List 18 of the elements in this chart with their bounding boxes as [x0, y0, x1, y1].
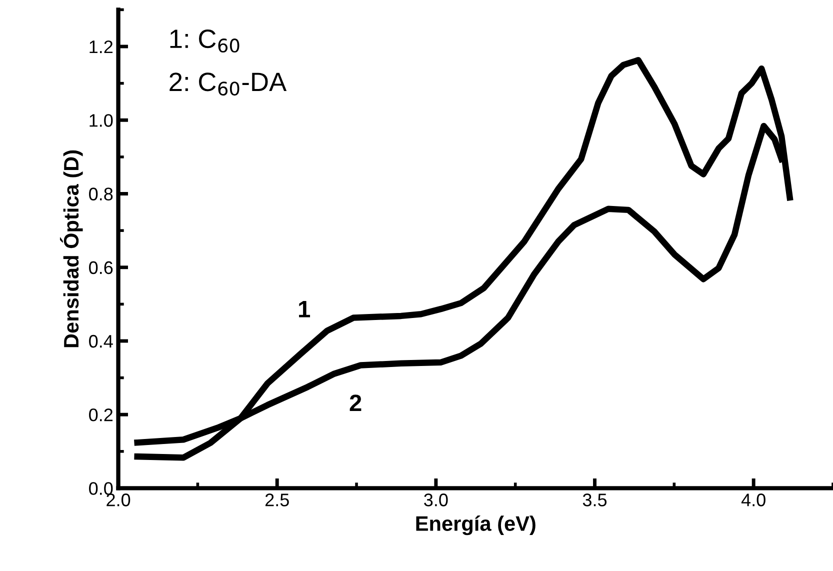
annotation: 2 — [350, 394, 362, 412]
y-tick-label: 0.4 — [89, 334, 113, 348]
annotation: 1: C$_{60}$ — [170, 30, 240, 53]
x-tick-label: 3.0 — [424, 494, 448, 506]
x-tick-label: 2.5 — [265, 494, 289, 506]
y-tick-label: 0.2 — [89, 408, 113, 422]
y-tick-label: 1.0 — [90, 114, 113, 127]
y-tick-label: 0.8 — [89, 188, 113, 200]
x-tick-label: 2.0 — [106, 494, 130, 506]
x-tick-label: 4.0 — [741, 494, 766, 506]
y-tick-label: 0.0 — [89, 482, 113, 495]
x-axis-title: Energía (eV) — [416, 515, 536, 536]
y-tick-label: 1.2 — [90, 40, 113, 54]
y-axis-title: Densidad Óptica (D) — [60, 150, 83, 348]
x-tick-label: 3.5 — [582, 494, 607, 506]
y-tick-label: 0.6 — [89, 261, 113, 274]
annotation: 2: C$_{60}$-DA — [170, 72, 287, 96]
annotation: 1 — [299, 301, 310, 318]
